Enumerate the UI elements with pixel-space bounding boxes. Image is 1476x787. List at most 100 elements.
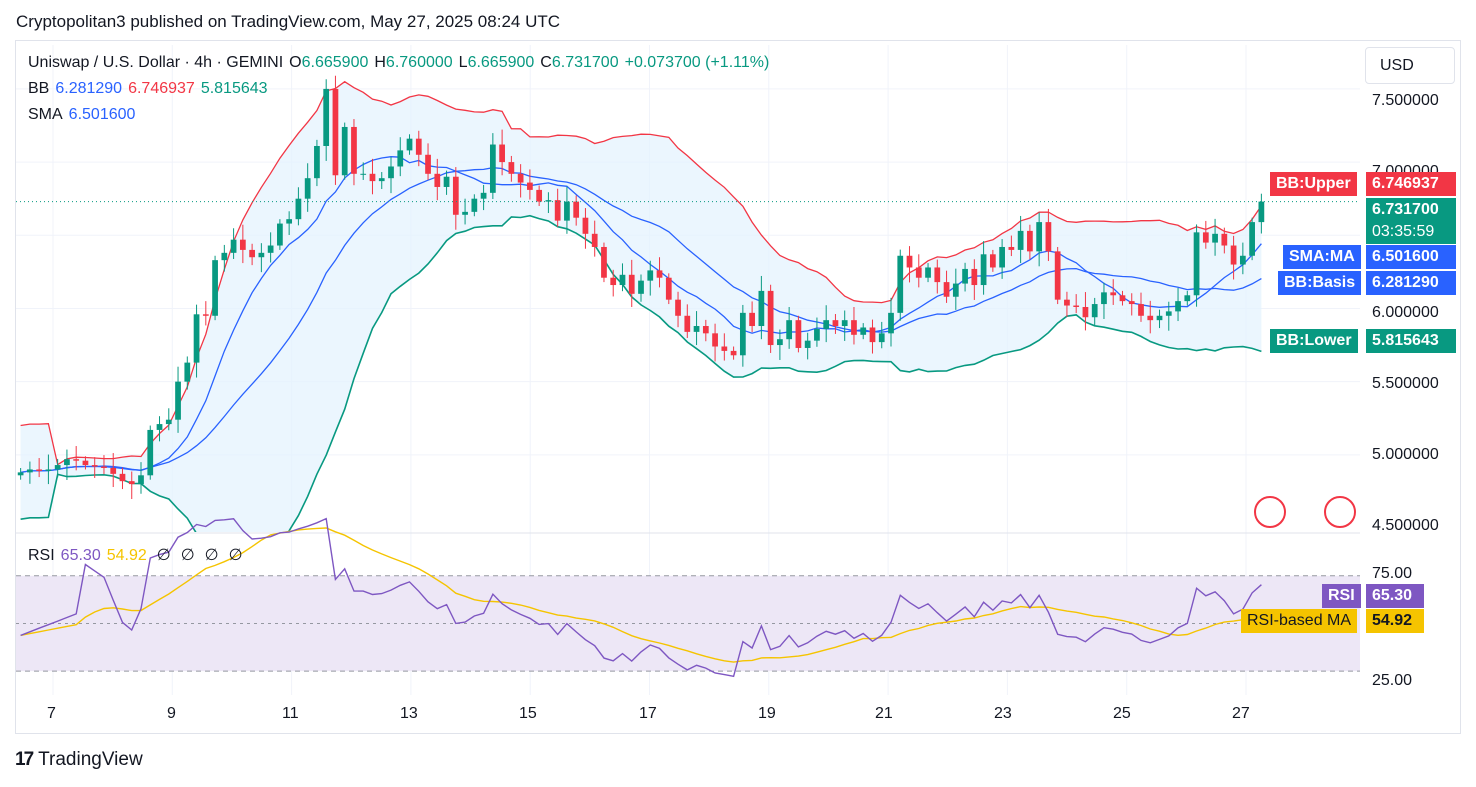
rsi-tick: 75.00 — [1372, 565, 1413, 582]
candle-body — [517, 173, 524, 183]
date-tick: 19 — [758, 705, 776, 722]
publisher-title: Cryptopolitan3 published on TradingView.… — [16, 12, 561, 31]
candle-body — [786, 320, 793, 340]
candle-body — [989, 254, 996, 268]
candle-body — [156, 424, 163, 430]
sma-name-tag: SMA:MA — [1283, 245, 1361, 269]
candle-body — [777, 339, 783, 346]
candle-body — [545, 200, 552, 202]
us-flag-event-icon[interactable] — [1254, 496, 1286, 528]
candle-body — [601, 246, 607, 278]
candle-body — [564, 201, 570, 221]
candle-body — [1017, 230, 1024, 250]
candle-body — [878, 333, 885, 343]
candle-body — [221, 252, 228, 261]
candle-body — [425, 154, 431, 174]
candle-body — [258, 252, 265, 258]
legend-symbol: Uniswap / U.S. Dollar · 4h · GEMINI — [28, 54, 284, 71]
candle-body — [804, 340, 811, 348]
candle-body — [610, 277, 617, 286]
rsi-value-tag: 65.30 — [1366, 584, 1424, 608]
candle-body — [1138, 304, 1144, 316]
candle-body — [1212, 233, 1218, 243]
rsi-line — [20, 517, 1262, 678]
candle-body — [489, 144, 496, 193]
date-tick: 9 — [167, 705, 176, 722]
candle-body — [702, 326, 709, 334]
candle-body — [202, 314, 209, 316]
candle-body — [934, 267, 941, 283]
candle-body — [536, 189, 543, 202]
candle-body — [193, 314, 200, 363]
legend-low: 6.665900 — [467, 54, 535, 71]
bb-legend[interactable]: BB 6.281290 6.746937 5.815643 — [28, 80, 274, 98]
bb-upper-value-tag: 6.746937 — [1366, 172, 1456, 196]
candle-body — [138, 475, 144, 485]
candle-body — [378, 178, 385, 182]
legend-open: 6.665900 — [301, 54, 369, 71]
candle-body — [869, 327, 876, 343]
candle-body — [527, 182, 533, 190]
legend-high: 6.760000 — [385, 54, 453, 71]
legend-high-label: H — [374, 54, 386, 71]
candle-body — [851, 320, 857, 335]
bb-label: BB — [28, 80, 50, 97]
candle-body — [1119, 295, 1126, 302]
rsi-ma-name-tag: RSI-based MA — [1241, 609, 1358, 633]
bb-lower-value-tag: 5.815643 — [1366, 329, 1456, 353]
symbol-legend: Uniswap / U.S. Dollar · 4h · GEMINI O6.66… — [28, 54, 775, 72]
tradingview-logo[interactable]: 17 TradingView — [15, 749, 143, 771]
rsi-tick: 25.00 — [1372, 672, 1413, 689]
candle-body — [45, 469, 52, 471]
candle-body — [406, 138, 413, 151]
bb-upper-line — [20, 80, 1262, 466]
sma-label: SMA — [28, 106, 63, 123]
candle-body — [119, 473, 126, 482]
tv-mark-icon: 17 — [15, 749, 34, 770]
candle-body — [582, 217, 589, 234]
candle-body — [795, 320, 802, 348]
date-tick: 13 — [400, 705, 418, 722]
sma-legend[interactable]: SMA 6.501600 — [28, 106, 141, 124]
legend-change: +0.073700 (+1.11%) — [624, 54, 770, 71]
us-flag-event-icon[interactable] — [1324, 496, 1356, 528]
bb-lower-value: 5.815643 — [200, 80, 268, 97]
price-tick: 4.500000 — [1372, 517, 1439, 534]
date-tick: 25 — [1113, 705, 1131, 722]
candle-body — [397, 150, 404, 167]
rsi-na-3: ∅ — [204, 547, 219, 564]
candle-body — [36, 469, 43, 471]
date-tick: 21 — [875, 705, 893, 722]
candle-body — [665, 277, 672, 300]
candle-body — [656, 270, 663, 278]
candle-body — [147, 429, 154, 476]
candle-body — [1221, 233, 1228, 246]
date-tick: 27 — [1232, 705, 1250, 722]
candle-body — [277, 223, 283, 246]
candle-body — [925, 267, 931, 278]
candle-body — [943, 282, 950, 297]
currency-button[interactable]: USD — [1365, 47, 1455, 84]
candle-body — [860, 327, 867, 335]
candle-body — [739, 312, 746, 356]
candle-body — [314, 145, 320, 179]
sma-line — [20, 156, 1262, 474]
rsi-label: RSI — [28, 547, 55, 564]
candle-body — [286, 219, 293, 224]
chart-frame — [15, 40, 1461, 734]
date-tick: 23 — [994, 705, 1012, 722]
bb-basis-value: 6.281290 — [55, 80, 123, 97]
bb-lower-line — [20, 214, 1262, 532]
last-price-tag: 6.731700 — [1366, 198, 1456, 222]
candle-body — [369, 173, 376, 182]
candle-body — [1156, 315, 1163, 321]
candle-body — [17, 472, 24, 476]
bb-upper-value: 6.746937 — [128, 80, 195, 97]
rsi-legend[interactable]: RSI 65.30 54.92 ∅ ∅ ∅ ∅ — [28, 545, 249, 565]
candle-body — [443, 176, 450, 187]
candle-body — [999, 246, 1005, 268]
candle-body — [971, 268, 978, 286]
candle-body — [249, 249, 255, 258]
candle-body — [175, 381, 181, 420]
